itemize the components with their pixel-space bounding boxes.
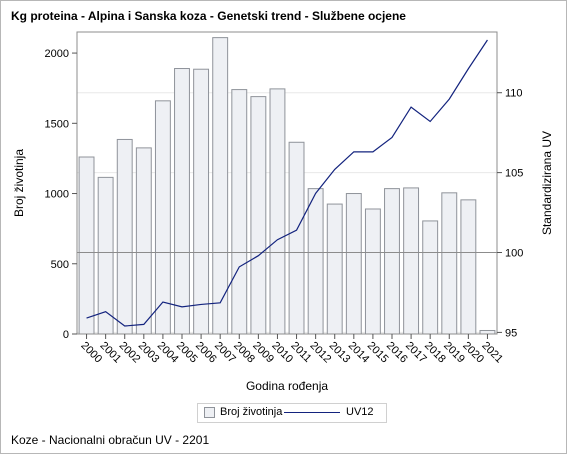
x-tick-label-2011: 2011: [288, 340, 313, 365]
bar-2004: [154, 100, 171, 335]
x-tick-label-2020: 2020: [460, 340, 486, 366]
chart-title: Kg proteina - Alpina i Sanska koza - Gen…: [11, 9, 406, 23]
bar-2014: [345, 193, 362, 335]
right-tick-label: 95: [505, 327, 517, 339]
bar-2015: [364, 208, 381, 335]
bar-2012: [307, 188, 324, 335]
x-tick-label-2008: 2008: [231, 340, 257, 366]
legend-entry-bars: Broj životinja: [204, 406, 282, 418]
bar-2008: [231, 89, 248, 335]
left-tick-label: 2000: [45, 48, 69, 60]
x-tick-label-2019: 2019: [441, 340, 467, 366]
x-tick-label-2003: 2003: [136, 340, 162, 366]
legend: Broj životinja UV12: [197, 403, 387, 423]
right-tick-label: 100: [505, 248, 523, 260]
x-tick-label-2002: 2002: [117, 340, 143, 366]
x-tick-label-2007: 2007: [212, 340, 238, 366]
x-tick-label-2017: 2017: [403, 340, 429, 366]
bar-2010: [269, 88, 286, 335]
bar-2002: [116, 138, 133, 335]
x-tick-label-2021: 2021: [479, 340, 505, 366]
x-tick-label-2014: 2014: [346, 340, 372, 366]
bar-2011: [288, 141, 305, 335]
left-tick-label: 500: [51, 259, 69, 271]
footnote: Koze - Nacionalni obračun UV - 2201: [11, 433, 210, 447]
bar-2001: [97, 176, 114, 335]
y-axis-label: Broj životinja: [12, 149, 26, 217]
bar-2017: [403, 187, 420, 335]
bar-2003: [135, 147, 152, 335]
x-tick-label-2016: 2016: [384, 340, 410, 366]
legend-line-label: UV12: [346, 406, 374, 418]
x-tick-label-2012: 2012: [308, 340, 334, 366]
bar-2005: [174, 68, 190, 335]
x-tick-label-2004: 2004: [155, 340, 181, 366]
x-tick-label-2013: 2013: [327, 340, 353, 366]
legend-bar-label: Broj životinja: [220, 406, 283, 418]
bar-2009: [250, 96, 267, 335]
bar-2021: [479, 329, 496, 335]
bar-2007: [212, 37, 229, 335]
right-tick-label: 105: [505, 168, 523, 180]
left-tick-label: 1500: [45, 118, 69, 130]
x-tick-label-2015: 2015: [365, 340, 391, 366]
legend-entry-line: UV12: [284, 406, 374, 418]
x-tick-label-2018: 2018: [422, 340, 448, 366]
x-tick-label-2010: 2010: [269, 340, 295, 366]
bar-2020: [460, 199, 477, 335]
bar-2013: [326, 203, 343, 335]
x-tick-label-2009: 2009: [250, 340, 276, 366]
bar-2000: [78, 156, 95, 335]
line-uv12: [86, 39, 488, 327]
left-tick-label: 0: [63, 329, 69, 341]
legend-line-swatch: [284, 411, 340, 413]
x-tick-label-2006: 2006: [193, 340, 219, 366]
x-tick-label-2005: 2005: [174, 340, 200, 366]
left-tick-label: 1000: [45, 189, 69, 201]
bar-2019: [441, 192, 458, 335]
x-tick-label-2001: 2001: [98, 340, 124, 366]
bar-2016: [384, 188, 400, 335]
plot-frame: [76, 31, 498, 335]
x-axis-label: Godina rođenja: [246, 379, 328, 393]
y2-axis-label: Standardizirana UV: [540, 131, 554, 235]
bar-2006: [193, 68, 210, 335]
legend-bar-swatch: [204, 406, 215, 418]
right-tick-label: 110: [505, 88, 523, 100]
x-tick-label-2000: 2000: [78, 340, 104, 366]
bar-2018: [422, 220, 439, 335]
